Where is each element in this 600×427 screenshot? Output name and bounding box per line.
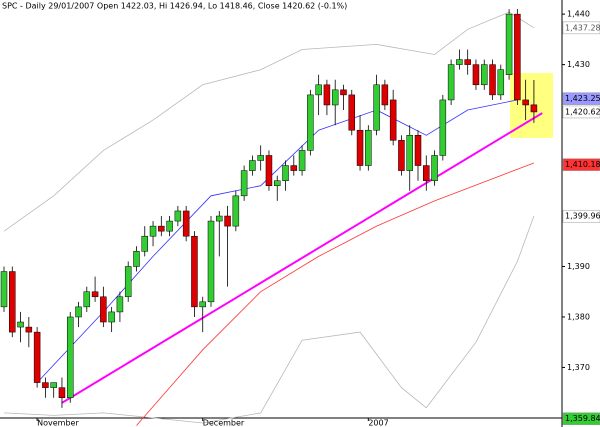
price-label-box xyxy=(562,92,600,105)
candle-body xyxy=(124,266,132,298)
price-label: 1,423.25 xyxy=(565,94,600,103)
candle-body xyxy=(447,64,455,101)
candle-body xyxy=(133,251,140,267)
candle-body xyxy=(42,382,49,388)
candle-body xyxy=(480,64,488,86)
price-label-box xyxy=(562,105,600,119)
price-label-box xyxy=(562,21,600,35)
overlay-line xyxy=(3,11,535,232)
y-tick-label: 1,390 xyxy=(567,262,590,271)
candle-body xyxy=(431,155,438,181)
candle-body xyxy=(530,104,538,113)
candle-body xyxy=(406,135,413,171)
chart-title: SPC - Daily 29/01/2007 Open 1422.03, Hi … xyxy=(2,2,347,11)
candle-body xyxy=(232,195,240,227)
candle-body xyxy=(348,94,356,131)
candle-body xyxy=(116,296,124,313)
candle-body xyxy=(414,135,422,166)
x-tick-label: December xyxy=(203,419,245,427)
candle-body xyxy=(33,331,41,383)
candle-body xyxy=(365,129,372,166)
price-label: 1,437.28 xyxy=(565,23,600,32)
candle-body xyxy=(240,170,248,197)
candle-body xyxy=(9,271,16,333)
candle-body xyxy=(331,89,339,106)
candle-body xyxy=(282,165,289,181)
candle-body xyxy=(323,84,331,106)
candle-body xyxy=(472,64,480,86)
price-label: 1,410.18 xyxy=(565,160,600,169)
overlay-line xyxy=(3,215,535,424)
price-label-box xyxy=(562,158,600,171)
candle-body xyxy=(224,215,231,227)
candle-body xyxy=(381,84,389,106)
candle-body xyxy=(315,84,322,96)
candle-body xyxy=(497,69,505,96)
candle-body xyxy=(373,84,380,131)
candle-body xyxy=(108,311,115,323)
candle-body xyxy=(91,291,99,298)
candle-body xyxy=(83,291,91,308)
candle-body xyxy=(17,321,24,328)
candle-body xyxy=(307,94,314,151)
candle-body xyxy=(489,64,496,96)
candle-body xyxy=(166,220,173,232)
candle-body xyxy=(216,215,223,222)
candle-body xyxy=(141,235,149,252)
candle-body xyxy=(514,13,521,101)
candle-body xyxy=(265,155,273,186)
candle-body xyxy=(25,326,33,333)
price-label-box xyxy=(562,209,600,223)
candle-body xyxy=(423,165,430,181)
candle-body xyxy=(158,225,165,232)
candle-body xyxy=(50,382,57,388)
price-label: 1,420.62 xyxy=(565,107,600,116)
candle-body xyxy=(257,155,264,161)
candle-body xyxy=(439,99,447,156)
candle-body xyxy=(389,99,397,141)
y-tick-label: 1,440 xyxy=(567,10,590,19)
y-tick-label: 1,430 xyxy=(567,60,590,69)
y-tick-label: 1,370 xyxy=(567,363,590,372)
candle-body xyxy=(249,160,256,171)
candle-body xyxy=(464,59,471,65)
candle-body xyxy=(100,296,107,323)
candle-body xyxy=(174,210,182,222)
x-tick-label: 2007 xyxy=(368,419,388,427)
candle-body xyxy=(340,89,347,96)
candle-body xyxy=(207,220,215,303)
candle-body xyxy=(0,271,8,308)
candle-body xyxy=(298,150,306,171)
y-tick-label: 1,380 xyxy=(567,312,590,321)
price-label: 1,399.96 xyxy=(565,212,600,221)
candle-body xyxy=(522,99,529,106)
candle-body xyxy=(398,140,405,171)
candle-body xyxy=(273,180,281,186)
candle-body xyxy=(191,235,198,308)
candle-body xyxy=(456,59,463,65)
price-label-box xyxy=(562,412,600,425)
candle-body xyxy=(290,165,298,171)
candle-body xyxy=(149,225,157,237)
candle-body xyxy=(66,316,74,398)
candle-body xyxy=(505,13,513,75)
candle-body xyxy=(199,301,206,308)
candle-body xyxy=(58,387,66,398)
candle-body xyxy=(75,306,82,318)
x-tick-label: November xyxy=(37,419,79,427)
overlay-line xyxy=(136,162,535,426)
candle-body xyxy=(356,129,364,166)
price-label: 1,359.84 xyxy=(565,414,600,423)
overlay-line xyxy=(61,112,543,404)
candle-body xyxy=(182,210,190,237)
